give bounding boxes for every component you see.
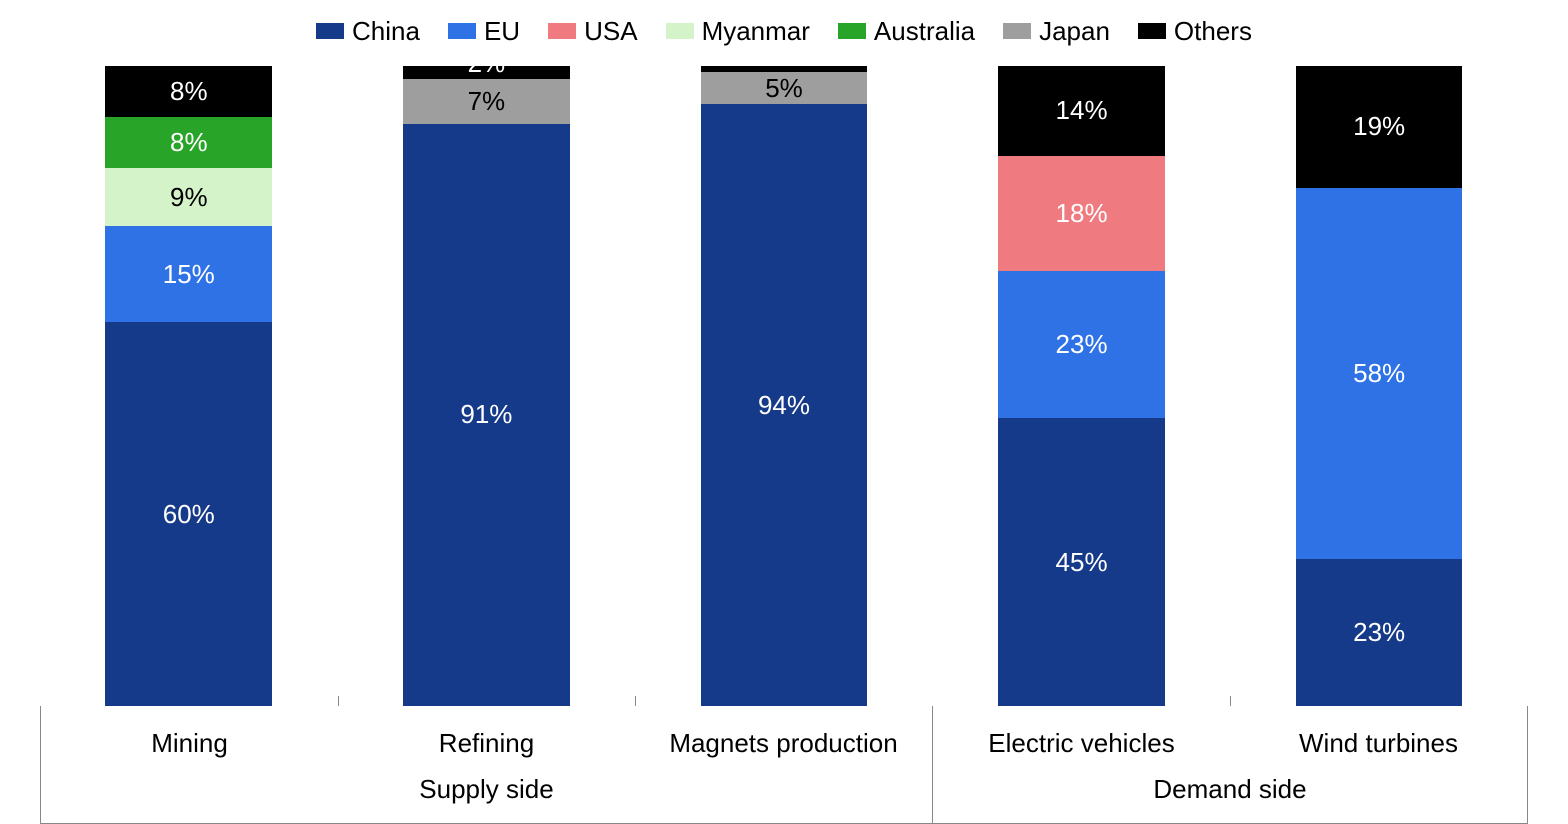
bar-segment: 91% — [403, 124, 570, 706]
bar-segment: 9% — [105, 168, 272, 226]
legend-label: EU — [484, 16, 520, 47]
bar-segment: 94% — [701, 104, 868, 706]
legend-label: Australia — [874, 16, 975, 47]
legend-swatch — [1138, 23, 1166, 39]
legend-swatch — [838, 23, 866, 39]
axis-group: MiningRefiningMagnets production Supply s… — [40, 706, 933, 824]
group-title: Supply side — [41, 770, 932, 824]
bar-segment: 23% — [998, 271, 1165, 418]
bar-segment: 7% — [403, 79, 570, 124]
bar-segment: 45% — [998, 418, 1165, 706]
bar-segment: 14% — [998, 66, 1165, 156]
legend-item: EU — [448, 16, 520, 47]
bar-segment: 23% — [1296, 559, 1463, 706]
bar-segment: 60% — [105, 322, 272, 706]
legend-swatch — [448, 23, 476, 39]
legend-label: Myanmar — [702, 16, 810, 47]
category-label: Wind turbines — [1230, 728, 1527, 759]
legend-label: China — [352, 16, 420, 47]
bar-segment: 18% — [998, 156, 1165, 271]
bar-slot: 94%5% — [635, 66, 933, 706]
legend-swatch — [548, 23, 576, 39]
legend-item: Japan — [1003, 16, 1110, 47]
category-label: Refining — [338, 728, 635, 759]
bar-segment: 2% — [403, 66, 570, 79]
bar-segment: 5% — [701, 72, 868, 104]
bar-slot: 23%58%19% — [1230, 66, 1528, 706]
bar-slot: 91%7%2% — [338, 66, 636, 706]
bar: 60%15%9%8%8% — [105, 66, 272, 706]
bar-segment: 8% — [105, 66, 272, 117]
category-label: Electric vehicles — [933, 728, 1230, 759]
bar: 91%7%2% — [403, 66, 570, 706]
bar: 94%5% — [701, 66, 868, 706]
x-axis: MiningRefiningMagnets production Supply s… — [40, 706, 1528, 824]
legend-label: Others — [1174, 16, 1252, 47]
bar-segment: 19% — [1296, 66, 1463, 188]
bar-slot: 45%23%18%14% — [933, 66, 1231, 706]
bar: 23%58%19% — [1296, 66, 1463, 706]
bar-segment: 15% — [105, 226, 272, 322]
legend-label: USA — [584, 16, 637, 47]
bars-row: 60%15%9%8%8%91%7%2%94%5%45%23%18%14%23%5… — [40, 66, 1528, 706]
legend-swatch — [666, 23, 694, 39]
legend-swatch — [1003, 23, 1031, 39]
legend-item: China — [316, 16, 420, 47]
legend-label: Japan — [1039, 16, 1110, 47]
legend-item: Myanmar — [666, 16, 810, 47]
category-label: Mining — [41, 728, 338, 759]
group-title: Demand side — [933, 770, 1527, 824]
bar-segment: 8% — [105, 117, 272, 168]
plot-area: 60%15%9%8%8%91%7%2%94%5%45%23%18%14%23%5… — [40, 66, 1528, 706]
bar-segment — [701, 66, 868, 72]
bar-slot: 60%15%9%8%8% — [40, 66, 338, 706]
legend-item: Others — [1138, 16, 1252, 47]
bar: 45%23%18%14% — [998, 66, 1165, 706]
axis-group: Electric vehiclesWind turbines Demand sid… — [933, 706, 1528, 824]
legend-item: Australia — [838, 16, 975, 47]
bar-segment: 58% — [1296, 188, 1463, 559]
legend-swatch — [316, 23, 344, 39]
category-label: Magnets production — [635, 728, 932, 759]
stacked-bar-chart: China EU USA Myanmar Australia Japan Others 60… — [0, 0, 1568, 824]
legend: China EU USA Myanmar Australia Japan Others — [0, 0, 1568, 56]
legend-item: USA — [548, 16, 637, 47]
